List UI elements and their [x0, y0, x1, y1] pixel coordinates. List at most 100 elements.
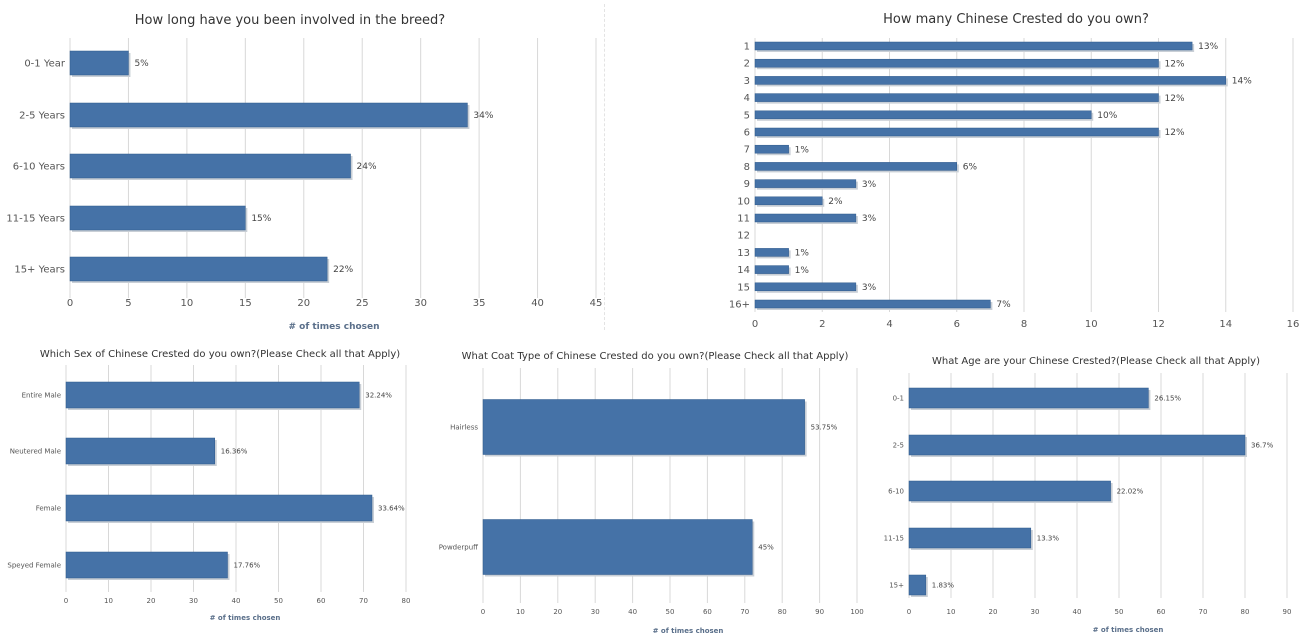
x-tick-label: 2	[819, 319, 825, 330]
x-tick-label: 30	[1031, 608, 1040, 616]
x-tick-label: 70	[740, 608, 749, 616]
category-label: 13	[737, 248, 750, 259]
x-tick-label: 4	[886, 319, 892, 330]
category-label: 1	[744, 42, 750, 53]
data-label: 3%	[862, 283, 877, 293]
bar	[482, 519, 753, 575]
x-tick-label: 50	[666, 608, 675, 616]
category-label: 5	[744, 110, 750, 121]
x-tick-label: 40	[1073, 608, 1082, 616]
data-label: 3%	[862, 214, 877, 224]
category-label: 15	[737, 282, 750, 293]
chart-title: Which Sex of Chinese Crested do you own?…	[40, 349, 400, 360]
x-tick-label: 10	[1085, 319, 1098, 330]
x-tick-label: 6	[954, 319, 960, 330]
category-label: 14	[737, 265, 750, 276]
bar	[754, 41, 1193, 51]
x-tick-label: 14	[1219, 319, 1232, 330]
x-tick-label: 50	[274, 597, 283, 605]
bar	[908, 434, 1246, 456]
x-tick-label: 60	[703, 608, 712, 616]
bar	[754, 248, 789, 257]
category-label: Entire Male	[22, 391, 61, 399]
category-label: 2-5 Years	[19, 111, 65, 122]
x-tick-label: 15	[239, 298, 252, 309]
bar	[65, 494, 373, 522]
bar	[482, 399, 805, 455]
data-label: 1%	[795, 266, 810, 276]
category-label: Speyed Female	[7, 561, 61, 569]
category-label: 16+	[729, 300, 750, 311]
data-label: 45%	[758, 543, 774, 551]
category-label: 7	[744, 145, 750, 156]
x-tick-label: 25	[356, 298, 369, 309]
x-axis-label: # of times chosen	[1093, 626, 1164, 634]
category-label: 10	[737, 196, 750, 207]
category-label: 8	[744, 162, 750, 173]
x-tick-label: 10	[947, 608, 956, 616]
x-axis-label: # of times chosen	[210, 614, 281, 622]
x-tick-label: 16	[1287, 319, 1300, 330]
category-label: 11	[737, 214, 750, 225]
data-label: 14%	[1232, 77, 1252, 87]
x-tick-label: 100	[850, 608, 863, 616]
bar	[69, 50, 129, 76]
bar	[754, 76, 1226, 85]
bar	[754, 58, 1159, 68]
chart-title: What Age are your Chinese Crested?(Pleas…	[932, 356, 1260, 367]
category-label: 9	[744, 179, 750, 190]
category-label: 12	[737, 231, 750, 242]
x-tick-label: 20	[297, 298, 310, 309]
bar	[69, 153, 351, 179]
bar	[65, 551, 228, 579]
x-tick-label: 60	[1157, 608, 1166, 616]
bar	[754, 282, 857, 292]
data-label: 1%	[795, 249, 810, 259]
category-label: Hairless	[450, 423, 478, 431]
x-tick-label: 90	[815, 608, 824, 616]
x-tick-label: 90	[1283, 608, 1292, 616]
data-label: 13.3%	[1037, 534, 1060, 542]
x-tick-label: 0	[481, 608, 485, 616]
x-tick-label: 30	[189, 597, 198, 605]
data-label: 34%	[473, 111, 493, 121]
category-label: 11-15 Years	[6, 214, 65, 225]
chart-title: How many Chinese Crested do you own?	[883, 12, 1149, 27]
x-tick-label: 70	[359, 597, 368, 605]
bar	[908, 527, 1032, 549]
data-label: 1%	[795, 145, 810, 155]
data-label: 32.24%	[365, 391, 392, 399]
bar	[754, 110, 1092, 120]
data-label: 12%	[1165, 94, 1185, 104]
x-tick-label: 5	[125, 298, 131, 309]
data-label: 22.02%	[1117, 487, 1144, 495]
data-label: 53.75%	[811, 423, 838, 431]
x-tick-label: 40	[531, 298, 544, 309]
category-label: 0-1	[893, 394, 904, 402]
bar	[69, 205, 246, 231]
x-tick-label: 60	[317, 597, 326, 605]
x-tick-label: 70	[1199, 608, 1208, 616]
data-label: 6%	[963, 163, 978, 173]
x-tick-label: 8	[1021, 319, 1027, 330]
category-label: 6-10 Years	[13, 162, 65, 173]
category-label: Powderpuff	[439, 543, 478, 551]
bar	[754, 179, 857, 188]
x-tick-label: 45	[590, 298, 603, 309]
bar	[65, 381, 360, 409]
bar	[754, 144, 789, 154]
data-label: 1.83%	[932, 581, 955, 589]
bar	[754, 265, 789, 274]
data-label: 26.15%	[1154, 394, 1181, 402]
bar	[754, 162, 957, 171]
data-label: 12%	[1165, 128, 1185, 138]
bar	[908, 387, 1149, 409]
category-label: 0-1 Year	[24, 59, 66, 70]
